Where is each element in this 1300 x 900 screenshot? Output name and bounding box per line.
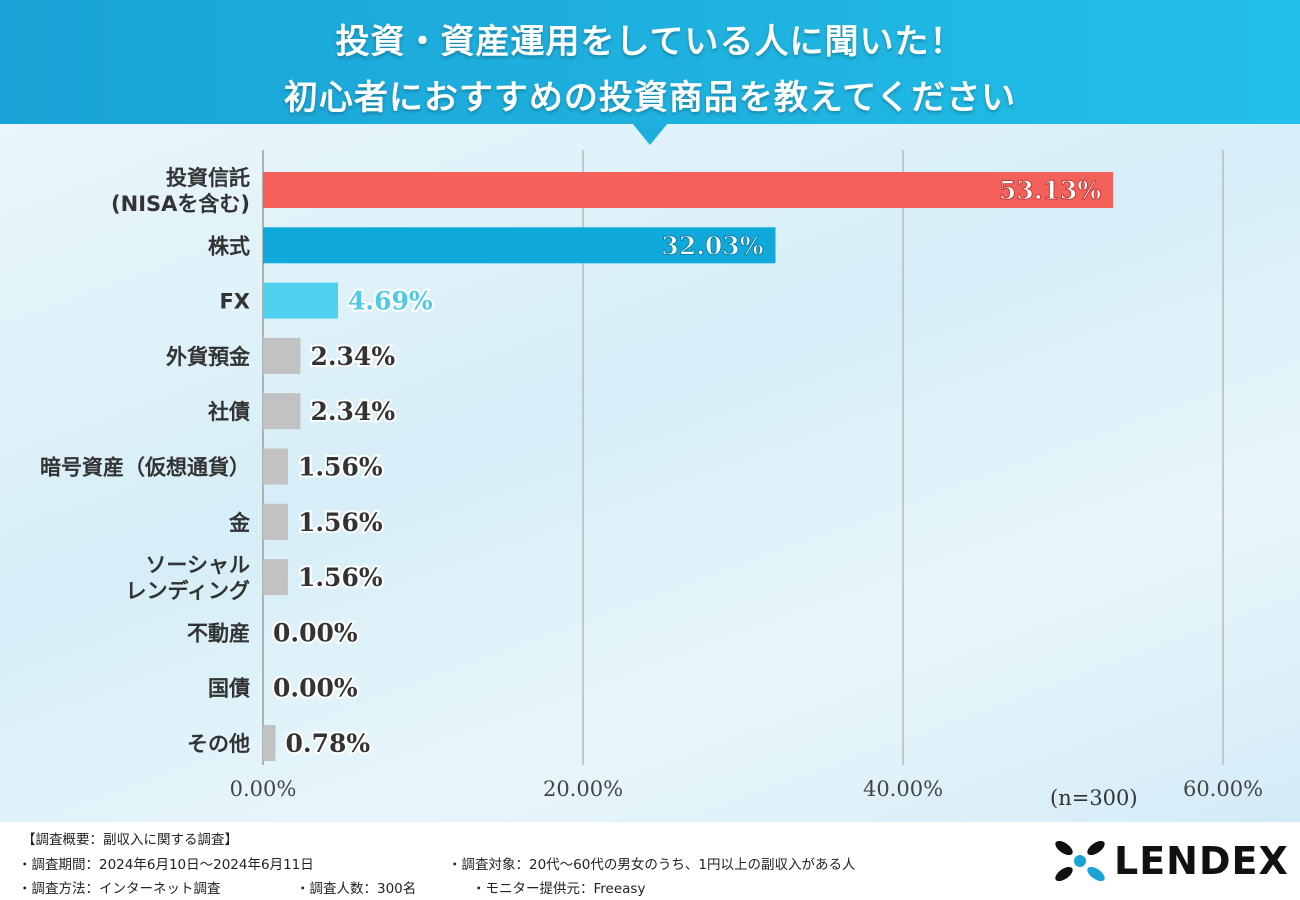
bar — [263, 559, 288, 596]
category-label: FX — [219, 290, 250, 314]
title-line-1: 投資・資産運用をしている人に聞いた！ — [335, 22, 965, 62]
survey-count: ・調査人数：300名 — [296, 881, 417, 897]
category-label: 投資信託 — [166, 166, 250, 190]
bar — [263, 227, 776, 264]
data-label: 32.03% — [661, 231, 763, 260]
data-label: 0.00% — [273, 674, 358, 703]
x-tick-label: 0.00% — [230, 777, 297, 801]
data-label: 0.78% — [285, 729, 370, 758]
bar — [263, 393, 301, 430]
data-label: 2.34% — [310, 397, 395, 426]
data-label: 4.69% — [348, 287, 433, 316]
category-label: 暗号資産（仮想通貨） — [40, 456, 250, 480]
category-label: レンディング — [125, 579, 250, 603]
category-label: 国債 — [208, 677, 250, 701]
category-label: 金 — [228, 511, 251, 535]
bar-chart: 0.00% 20.00% 40.00% 60.00% 投資信託(NISAを含む) 53.1… — [40, 150, 1263, 801]
category-label: 外貨預金 — [166, 345, 251, 369]
data-label: 53.13% — [999, 176, 1101, 205]
survey-period: ・調査期間：2024年6月10日〜2024年6月11日 — [18, 857, 314, 873]
bar — [263, 725, 276, 761]
data-label: 1.56% — [298, 453, 383, 482]
survey-provider: ・モニター提供元：Freeasy — [472, 881, 646, 897]
data-label: 2.34% — [310, 342, 395, 371]
lendex-logo-text: LENDEX — [1114, 839, 1289, 883]
data-label: 1.56% — [298, 508, 383, 537]
x-tick-label: 20.00% — [543, 777, 623, 801]
header-banner: 投資・資産運用をしている人に聞いた！ 初心者におすすめの投資商品を教えてください — [0, 0, 1300, 124]
data-label: 0.00% — [273, 618, 358, 647]
category-label: ソーシャル — [145, 553, 250, 577]
survey-target: ・調査対象：20代〜60代の男女のうち、1円以上の副収入がある人 — [448, 857, 856, 873]
survey-summary-title: 【調査概要：副収入に関する調査】 — [22, 832, 238, 848]
bar — [263, 337, 301, 374]
lendex-logo-icon — [1055, 840, 1105, 882]
sample-size-note: (n=300) — [1050, 786, 1138, 810]
category-label: その他 — [187, 732, 250, 756]
title-line-2: 初心者におすすめの投資商品を教えてください — [283, 78, 1017, 118]
category-label: (NISAを含む) — [111, 192, 250, 216]
bar — [263, 503, 288, 540]
bar — [263, 282, 339, 319]
x-tick-label: 60.00% — [1183, 777, 1263, 801]
category-label: 社債 — [207, 400, 250, 424]
x-tick-label: 40.00% — [863, 777, 943, 801]
category-label: 不動産 — [187, 621, 250, 645]
header-pointer — [632, 123, 668, 145]
lendex-logo: LENDEX — [1052, 838, 1289, 884]
survey-method: ・調査方法：インターネット調査 — [18, 881, 221, 897]
category-label: 株式 — [208, 234, 250, 258]
bar — [263, 172, 1114, 208]
bar — [263, 448, 288, 485]
data-label: 1.56% — [298, 563, 383, 592]
